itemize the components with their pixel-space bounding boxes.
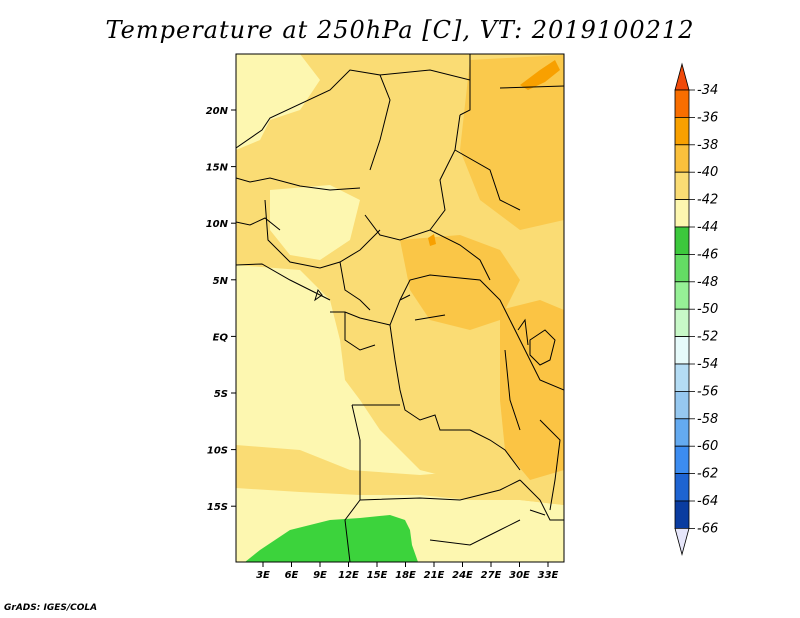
border-path (429, 114, 461, 231)
border-path (314, 288, 323, 302)
border-path (517, 318, 529, 346)
border-path (414, 314, 446, 321)
colorbar: -34 -36 -38 -40 -42 -44 -46 -48 -50 -52 -54 -56 -58 -… (674, 62, 718, 556)
colorbar-label: -62 (697, 467, 718, 482)
colorbar-swatch (674, 144, 690, 173)
map-title: Temperature at 250hPa [C], VT: 201910021… (105, 16, 695, 44)
border-path (519, 479, 564, 521)
border-path (344, 312, 376, 351)
border-path (399, 274, 511, 321)
grads-credit: GrADS: IGES/COLA (4, 603, 98, 613)
colorbar-label: -42 (697, 193, 718, 208)
field-dark-northeast (460, 55, 564, 230)
colorbar-swatch (674, 473, 690, 502)
border-path (236, 217, 281, 231)
colorbar-swatch (674, 281, 690, 310)
lon-label: 3E (256, 570, 270, 581)
lon-label: 15E (367, 570, 388, 581)
border-path (529, 509, 546, 516)
lon-label: 21E (424, 570, 445, 581)
colorbar-label: -34 (697, 83, 718, 98)
border-path (236, 177, 361, 191)
longitude-axis: 3E 6E 9E 12E 15E 18E 21E 24E 27E 30E 33E (256, 562, 559, 581)
colorbar-label: -56 (697, 384, 718, 399)
colorbar-label: -38 (697, 138, 718, 153)
lat-label: 15S (207, 502, 228, 513)
colorbar-label: -64 (697, 494, 718, 509)
field-green-south (245, 515, 418, 562)
border-path (509, 319, 564, 391)
field-dark-center (400, 235, 520, 330)
colorbar-label: -50 (697, 302, 718, 317)
field-mid-south (236, 445, 564, 505)
field-light-west (270, 185, 360, 260)
field-light-nw (236, 54, 320, 150)
lat-label: 10N (206, 219, 229, 230)
border-path (469, 429, 521, 471)
lon-label: 33E (538, 570, 559, 581)
colorbar-label: -40 (697, 165, 718, 180)
colorbar-label: -54 (697, 357, 718, 372)
field-orange-spot-center (428, 234, 436, 246)
border-path (539, 419, 561, 511)
border-path (364, 214, 491, 281)
lon-label: 27E (481, 570, 502, 581)
lat-label: 20N (206, 106, 229, 117)
border-path (389, 324, 470, 431)
border-path (339, 261, 371, 311)
colorbar-swatch (674, 226, 690, 255)
border-path (264, 199, 381, 269)
lat-label: 5S (214, 389, 228, 400)
lon-label: 18E (395, 570, 416, 581)
latitude-axis: 20N 15N 10N 5N EQ 5S 10S 15S (206, 106, 236, 513)
colorbar-label: -52 (697, 330, 718, 345)
colorbar-swatch (674, 418, 690, 447)
lon-label: 24E (452, 570, 473, 581)
lon-label: 6E (285, 570, 299, 581)
border-path (359, 479, 521, 501)
border-path (429, 519, 521, 546)
border-path (499, 85, 564, 89)
colorbar-bottom-arrow (674, 528, 690, 556)
border-path (330, 294, 411, 326)
border-path (236, 69, 391, 171)
lon-label: 12E (338, 570, 359, 581)
colorbar-label: -60 (697, 439, 718, 454)
country-borders (236, 54, 564, 562)
colorbar-label: -58 (697, 412, 718, 427)
border-path (529, 329, 556, 366)
colorbar-swatch (674, 117, 690, 146)
colorbar-label: -44 (697, 220, 718, 235)
colorbar-swatch (674, 500, 690, 529)
lat-label: 5N (213, 276, 229, 287)
plot-frame (235, 53, 565, 563)
temperature-field (236, 54, 564, 562)
colorbar-top-arrow (674, 62, 690, 91)
lat-label: 10S (207, 446, 228, 457)
colorbar-swatch (674, 363, 690, 392)
colorbar-label: -48 (697, 275, 718, 290)
lat-label: EQ (213, 332, 229, 343)
colorbar-swatch (674, 390, 690, 420)
colorbar-label: -46 (697, 247, 718, 262)
colorbar-label: -36 (697, 110, 718, 125)
colorbar-swatch (674, 308, 690, 338)
border-path (454, 149, 521, 211)
colorbar-swatch (674, 171, 690, 200)
colorbar-swatch (674, 253, 690, 283)
colorbar-swatch (674, 445, 690, 475)
field-orange-spot-ne (520, 60, 560, 90)
lon-label: 30E (509, 570, 530, 581)
field-dark-east (500, 300, 564, 480)
border-path (504, 349, 521, 431)
colorbar-swatch (674, 89, 690, 118)
colorbar-swatch (674, 199, 690, 228)
colorbar-label: -66 (697, 521, 718, 536)
lat-label: 15N (206, 163, 229, 174)
colorbar-swatch (674, 336, 690, 365)
lon-label: 9E (313, 570, 327, 581)
